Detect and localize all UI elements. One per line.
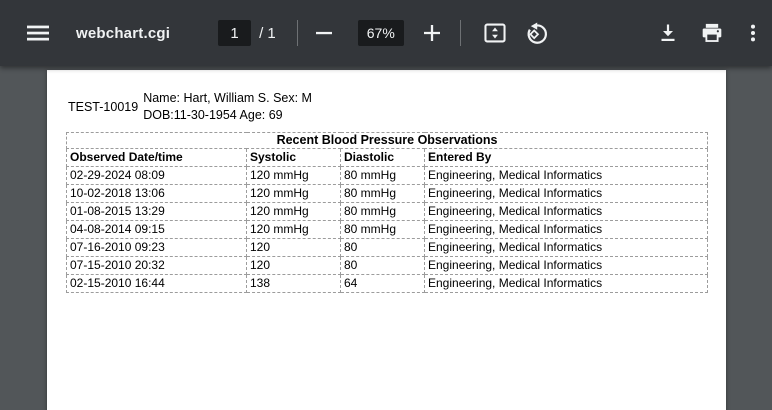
pdf-viewer-toolbar: webchart.cgi / 1 67%	[0, 0, 772, 66]
table-row: 10-02-2018 13:06 120 mmHg 80 mmHg Engine…	[66, 184, 709, 203]
more-vertical-icon	[742, 22, 764, 44]
rotate-counterclockwise-icon	[523, 19, 551, 47]
pdf-page: TEST-10019 Name: Hart, William S. Sex: M…	[47, 70, 726, 410]
hamburger-icon	[26, 21, 50, 45]
patient-dob-line: DOB:11-30-1954 Age: 69	[143, 108, 283, 122]
page-number-input[interactable]	[218, 20, 252, 46]
table-cell: 80 mmHg	[340, 220, 425, 239]
column-header: Systolic	[246, 148, 341, 167]
table-cell: 07-15-2010 20:32	[66, 256, 247, 275]
fit-page-icon	[482, 20, 508, 46]
table-cell: 120	[246, 238, 341, 257]
table-cell: Engineering, Medical Informatics	[423, 256, 709, 275]
table-row: 07-16-2010 09:23 120 80 Engineering, Med…	[66, 238, 709, 257]
blood-pressure-table: Recent Blood Pressure Observations Obser…	[65, 132, 709, 293]
table-row: 01-08-2015 13:29 120 mmHg 80 mmHg Engine…	[66, 202, 709, 221]
table-cell: Engineering, Medical Informatics	[423, 274, 709, 293]
table-cell: 80	[340, 238, 425, 257]
table-cell: 02-15-2010 16:44	[66, 274, 247, 293]
table-cell: 120 mmHg	[246, 166, 341, 185]
table-cell: 07-16-2010 09:23	[66, 238, 247, 257]
table-row: 04-08-2014 09:15 120 mmHg 80 mmHg Engine…	[66, 220, 709, 239]
patient-id: TEST-10019	[68, 100, 139, 114]
patient-name-line: Name: Hart, William S. Sex: M	[143, 91, 312, 105]
table-cell: 80 mmHg	[340, 184, 425, 203]
column-header: Observed Date/time	[66, 148, 247, 167]
download-button[interactable]	[650, 15, 686, 51]
page-count-label: / 1	[259, 24, 276, 42]
plus-icon	[420, 21, 444, 45]
table-row: 02-29-2024 08:09 120 mmHg 80 mmHg Engine…	[66, 166, 709, 185]
table-cell: 120	[246, 256, 341, 275]
pdf-viewer-content[interactable]: TEST-10019 Name: Hart, William S. Sex: M…	[0, 66, 772, 410]
toolbar-separator	[459, 20, 461, 46]
table-cell: 80 mmHg	[340, 202, 425, 221]
table-row: 02-15-2010 16:44 138 64 Engineering, Med…	[66, 274, 709, 293]
table-cell: 04-08-2014 09:15	[66, 220, 247, 239]
table-cell: 120 mmHg	[246, 202, 341, 221]
zoom-level-value: 67%	[366, 25, 395, 41]
download-icon	[656, 21, 680, 45]
fit-to-page-button[interactable]	[477, 15, 513, 51]
table-header-row: Observed Date/time Systolic Diastolic En…	[66, 148, 709, 167]
table-cell: 120 mmHg	[246, 184, 341, 203]
table-cell: 138	[246, 274, 341, 293]
table-cell: Engineering, Medical Informatics	[423, 166, 709, 185]
print-button[interactable]	[694, 15, 730, 51]
table-cell: Engineering, Medical Informatics	[423, 202, 709, 221]
zoom-in-button[interactable]	[414, 15, 450, 51]
table-title-row: Recent Blood Pressure Observations	[65, 132, 709, 149]
rotate-button[interactable]	[519, 15, 555, 51]
zoom-level-field[interactable]: 67%	[357, 20, 404, 46]
more-options-button[interactable]	[738, 15, 768, 51]
column-header: Diastolic	[340, 148, 425, 167]
minus-icon	[312, 21, 336, 45]
table-cell: 64	[340, 274, 425, 293]
table-cell: 80	[340, 256, 425, 275]
table-row: 07-15-2010 20:32 120 80 Engineering, Med…	[66, 256, 709, 275]
table-title: Recent Blood Pressure Observations	[65, 132, 709, 149]
table-cell: 80 mmHg	[340, 166, 425, 185]
menu-button[interactable]	[14, 9, 62, 57]
table-cell: Engineering, Medical Informatics	[423, 238, 709, 257]
patient-header: TEST-10019 Name: Hart, William S. Sex: M…	[68, 90, 312, 124]
table-cell: 120 mmHg	[246, 220, 341, 239]
table-cell: 10-02-2018 13:06	[66, 184, 247, 203]
document-title: webchart.cgi	[76, 24, 171, 42]
table-cell: 02-29-2024 08:09	[66, 166, 247, 185]
patient-info: Name: Hart, William S. Sex: M DOB:11-30-…	[143, 90, 312, 124]
zoom-out-button[interactable]	[306, 15, 342, 51]
print-icon	[699, 20, 725, 46]
table-cell: 01-08-2015 13:29	[66, 202, 247, 221]
toolbar-separator	[296, 20, 298, 46]
table-cell: Engineering, Medical Informatics	[423, 184, 709, 203]
table-cell: Engineering, Medical Informatics	[423, 220, 709, 239]
column-header: Entered By	[423, 148, 709, 167]
